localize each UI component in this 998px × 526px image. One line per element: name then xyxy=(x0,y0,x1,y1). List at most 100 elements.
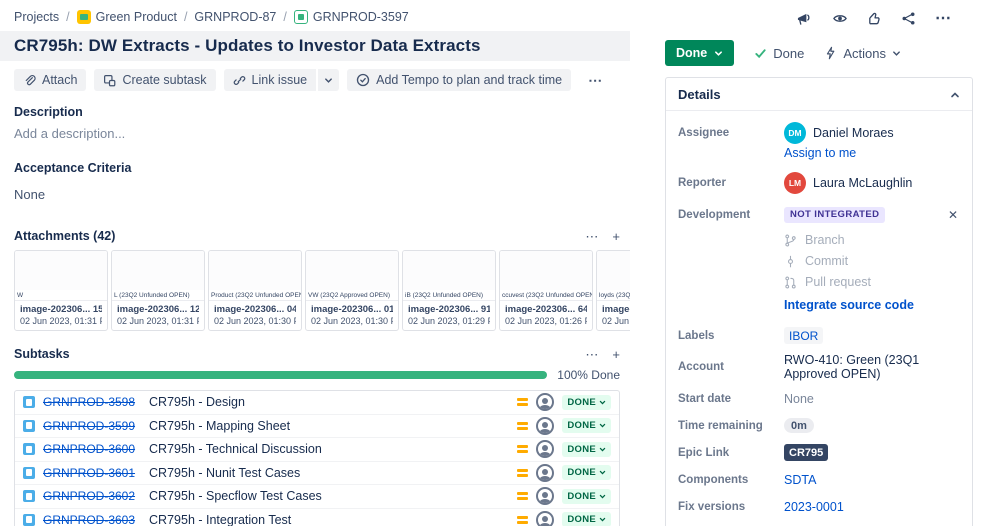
subtask-key-link[interactable]: GRNPROD-3601 xyxy=(43,465,136,480)
attachment-card[interactable]: L (23Q2 Unfunded OPEN) image-202306... 1… xyxy=(111,250,205,331)
subtask-title: CR795h - Nunit Test Cases xyxy=(149,465,301,480)
watch-eye-icon[interactable] xyxy=(832,11,848,26)
attachment-filename: image-202306... 644.png xyxy=(505,304,587,315)
toolbar-more-button[interactable]: ⋯ xyxy=(588,71,604,88)
assignee-avatar[interactable] xyxy=(536,463,555,482)
priority-medium-icon[interactable] xyxy=(517,468,529,477)
assign-to-me-link[interactable]: Assign to me xyxy=(784,146,857,160)
time-remaining-chip[interactable]: 0m xyxy=(784,418,814,433)
details-panel: Details Assignee DM Daniel Moraes Assign… xyxy=(665,77,973,526)
issue-action-icons: ⋯ xyxy=(665,8,951,28)
assignee-avatar[interactable] xyxy=(536,487,555,506)
breadcrumb-projects[interactable]: Projects xyxy=(14,10,60,24)
attachment-card[interactable]: Product (23Q2 Unfunded OPEN) image-20230… xyxy=(208,250,302,331)
attachment-card[interactable]: VW (23Q2 Approved OPEN) image-202306... … xyxy=(305,250,399,331)
subtask-key-link[interactable]: GRNPROD-3600 xyxy=(43,442,136,457)
issue-title-bar[interactable]: CR795h: DW Extracts - Updates to Investo… xyxy=(0,31,630,61)
assignee-avatar[interactable] xyxy=(536,416,555,435)
priority-medium-icon[interactable] xyxy=(517,421,529,430)
share-icon[interactable] xyxy=(901,11,916,26)
subtasks-progress: 100% Done xyxy=(14,368,620,382)
acceptance-criteria-value: None xyxy=(14,187,46,202)
feedback-megaphone-icon[interactable] xyxy=(796,11,813,26)
status-dropdown[interactable]: DONE xyxy=(562,488,611,504)
add-tempo-button[interactable]: Add Tempo to plan and track time xyxy=(347,69,572,91)
status-dropdown[interactable]: DONE xyxy=(562,394,611,410)
assignee-avatar[interactable] xyxy=(536,393,555,412)
more-actions-icon[interactable]: ⋯ xyxy=(935,10,951,27)
attach-button[interactable]: Attach xyxy=(14,69,87,91)
label-chip[interactable]: IBOR xyxy=(784,327,824,344)
dev-commit-item[interactable]: Commit xyxy=(784,254,960,268)
integrate-source-code-link[interactable]: Integrate source code xyxy=(784,298,914,312)
subtasks-more-button[interactable]: ⋯ xyxy=(585,346,599,362)
actions-menu-button[interactable]: Actions xyxy=(824,46,901,61)
attachment-card[interactable]: W image-202306... 153.png02 Jun 2023, 01… xyxy=(14,250,108,331)
progress-bar xyxy=(14,371,548,379)
attachment-filename: image-202306... 919.png xyxy=(408,304,490,315)
close-icon[interactable]: ✕ xyxy=(947,207,958,222)
attachment-card[interactable]: ccuvest (23Q2 Unfunded OPEN) image-20230… xyxy=(499,250,593,331)
status-dropdown[interactable]: DONE xyxy=(562,418,611,434)
reporter-value[interactable]: LM Laura McLaughlin xyxy=(784,172,960,194)
subtask-key-link[interactable]: GRNPROD-3602 xyxy=(43,489,136,504)
subtask-key-link[interactable]: GRNPROD-3599 xyxy=(43,418,136,433)
account-value[interactable]: RWO-410: Green (23Q1 Approved OPEN) xyxy=(784,353,920,381)
attachments-add-button[interactable]: + xyxy=(612,228,620,244)
details-panel-header[interactable]: Details xyxy=(666,78,972,111)
lightning-icon xyxy=(827,46,835,60)
subtask-type-icon xyxy=(23,396,35,409)
resolution-indicator: Done xyxy=(754,46,804,61)
create-subtask-button[interactable]: Create subtask xyxy=(94,69,216,91)
project-avatar-icon xyxy=(76,10,91,24)
attachment-card[interactable]: loyds (23Q2 image-202306...02 Jun 2023 xyxy=(596,250,630,331)
subtasks-add-button[interactable]: + xyxy=(612,346,620,362)
subtask-row[interactable]: GRNPROD-3598 CR795h - Design DONE xyxy=(15,391,619,415)
attachment-thumbnail: iB (23Q2 Unfunded OPEN) xyxy=(403,251,495,301)
vote-thumbs-up-icon[interactable] xyxy=(867,11,882,26)
start-date-value[interactable]: None xyxy=(784,391,814,406)
reporter-name: Laura McLaughlin xyxy=(813,176,913,190)
description-placeholder[interactable]: Add a description... xyxy=(14,126,126,141)
subtask-row[interactable]: GRNPROD-3600 CR795h - Technical Discussi… xyxy=(15,438,619,462)
priority-medium-icon[interactable] xyxy=(517,445,529,454)
status-transition-button[interactable]: Done xyxy=(665,40,735,66)
dev-pull-request-item[interactable]: Pull request xyxy=(784,275,960,289)
attachment-card[interactable]: iB (23Q2 Unfunded OPEN) image-202306... … xyxy=(402,250,496,331)
attachment-thumbnail: W xyxy=(15,251,107,301)
main-column: Projects / Green Product / GRNPROD-87 / … xyxy=(0,0,630,526)
subtask-row[interactable]: GRNPROD-3599 CR795h - Mapping Sheet DONE xyxy=(15,415,619,438)
priority-medium-icon[interactable] xyxy=(517,515,529,524)
subtask-row[interactable]: GRNPROD-3603 CR795h - Integration Test D… xyxy=(15,509,619,526)
subtask-key-link[interactable]: GRNPROD-3603 xyxy=(43,512,136,526)
component-link[interactable]: SDTA xyxy=(784,472,817,487)
chevron-up-icon xyxy=(951,91,959,97)
branch-icon xyxy=(785,234,796,246)
assignee-value[interactable]: DM Daniel Moraes xyxy=(784,122,960,144)
attachments-heading: Attachments (42) xyxy=(14,229,116,243)
fix-version-link[interactable]: 2023-0001 xyxy=(784,499,844,514)
status-dropdown[interactable]: DONE xyxy=(562,441,611,457)
breadcrumb-parent-issue[interactable]: GRNPROD-87 xyxy=(194,10,277,24)
breadcrumb-project[interactable]: Green Product xyxy=(76,10,177,24)
commit-icon xyxy=(788,255,793,267)
page-title: CR795h: DW Extracts - Updates to Investo… xyxy=(14,36,481,55)
assignee-avatar[interactable] xyxy=(536,440,555,459)
attachments-header: Attachments (42) ⋯ + xyxy=(14,229,620,243)
dev-branch-item[interactable]: Branch xyxy=(784,233,960,247)
status-dropdown[interactable]: DONE xyxy=(562,512,611,526)
status-dropdown[interactable]: DONE xyxy=(562,465,611,481)
assignee-avatar[interactable] xyxy=(536,510,555,526)
epic-link-chip[interactable]: CR795 xyxy=(784,444,829,461)
link-issue-button[interactable]: Link issue xyxy=(223,69,317,91)
subtask-row[interactable]: GRNPROD-3602 CR795h - Specflow Test Case… xyxy=(15,485,619,509)
link-issue-chevron-button[interactable] xyxy=(318,69,340,91)
attachments-more-button[interactable]: ⋯ xyxy=(585,228,599,244)
priority-medium-icon[interactable] xyxy=(517,398,529,407)
subtask-row[interactable]: GRNPROD-3601 CR795h - Nunit Test Cases D… xyxy=(15,462,619,485)
breadcrumb-current-issue[interactable]: GRNPROD-3597 xyxy=(293,10,409,24)
subtask-key-link[interactable]: GRNPROD-3598 xyxy=(43,395,136,410)
priority-medium-icon[interactable] xyxy=(517,492,529,501)
subtask-title: CR795h - Integration Test xyxy=(149,512,292,526)
time-remaining-label: Time remaining xyxy=(678,419,763,432)
